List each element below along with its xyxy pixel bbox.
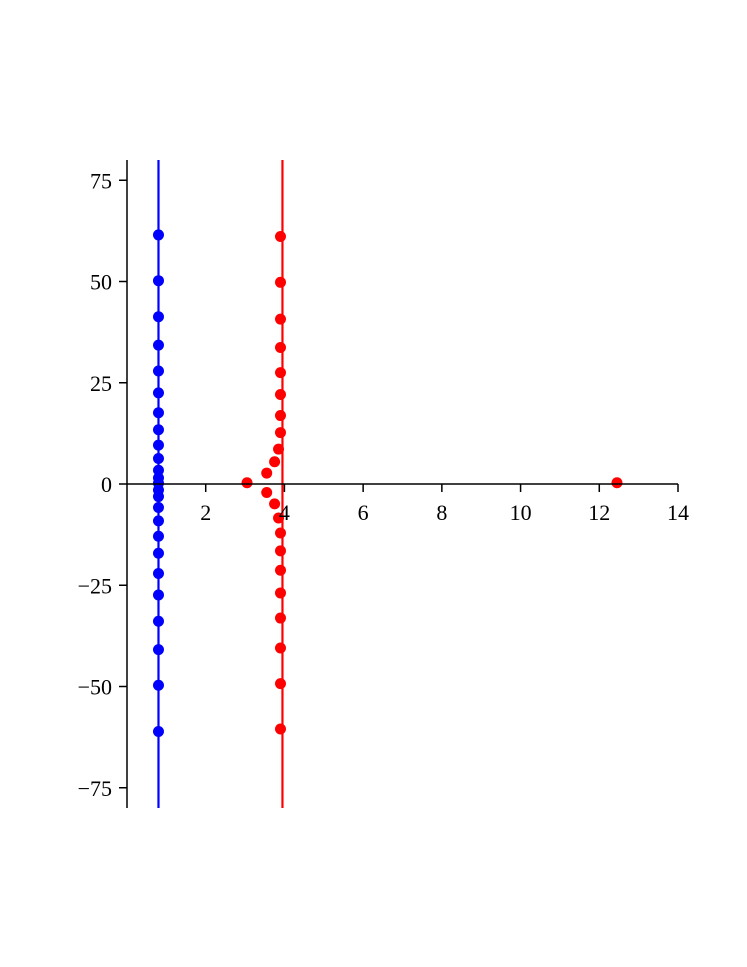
- series-1-point: [152, 589, 164, 601]
- y-tick-label: −75: [78, 776, 112, 801]
- series-1-point: [152, 547, 164, 559]
- series-1-point: [152, 515, 164, 527]
- series-2-point: [274, 231, 286, 243]
- series-1-point: [152, 311, 164, 323]
- series-2-point: [269, 456, 281, 468]
- series-1-point: [152, 275, 164, 287]
- series-1-point: [152, 339, 164, 351]
- series-1-point: [152, 568, 164, 580]
- y-tick-label: −50: [78, 675, 112, 700]
- series-2-point: [274, 276, 286, 288]
- series-1-point: [152, 615, 164, 627]
- y-tick-label: 50: [90, 270, 112, 295]
- x-tick-label: 14: [667, 500, 689, 525]
- series-1-point: [152, 229, 164, 241]
- x-tick-label: 2: [200, 500, 211, 525]
- series-2-point: [274, 313, 286, 325]
- series-2-point: [261, 467, 273, 479]
- series-2-point: [241, 477, 253, 489]
- ticks-layer: 2 4 6 8 10 12 14 −75 −50 −25 0 25 50 75: [78, 168, 689, 801]
- series-1-point: [152, 439, 164, 451]
- series-1-point: [152, 530, 164, 542]
- series-2-point: [273, 512, 285, 524]
- y-tick-label: −25: [78, 573, 112, 598]
- series-2-point: [274, 545, 286, 557]
- y-tick-label: 75: [90, 168, 112, 193]
- y-tick-label: 25: [90, 371, 112, 396]
- series-2-point: [274, 587, 286, 599]
- series-2-point: [273, 443, 285, 455]
- series-1-point: [152, 644, 164, 656]
- series-1-point: [152, 501, 164, 513]
- series-1-point: [152, 387, 164, 399]
- x-tick-label: 8: [436, 500, 447, 525]
- x-tick-label: 10: [510, 500, 532, 525]
- series-2-point: [261, 487, 273, 499]
- x-tick-label: 12: [588, 500, 610, 525]
- series-1-point: [152, 464, 164, 476]
- series-1-point: [152, 365, 164, 377]
- series-2-point: [611, 477, 623, 489]
- series-2-point: [274, 564, 286, 576]
- series-2-point: [274, 367, 286, 379]
- x-tick-label: 4: [279, 500, 290, 525]
- series-1-point: [152, 452, 164, 464]
- series-2-point: [269, 498, 281, 510]
- series-2-point: [274, 410, 286, 422]
- series-1-point: [152, 491, 164, 503]
- series-2-point: [274, 723, 286, 735]
- series-2-point: [274, 612, 286, 624]
- series-2-point: [274, 342, 286, 354]
- series-2-point: [274, 427, 286, 439]
- y-tick-label: 0: [101, 472, 112, 497]
- marks-layer: [152, 160, 623, 808]
- series-1-point: [152, 725, 164, 737]
- series-2-point: [274, 527, 286, 539]
- series-1-point: [152, 679, 164, 691]
- series-1-point: [152, 407, 164, 419]
- series-2-point: [274, 678, 286, 690]
- x-tick-label: 6: [358, 500, 369, 525]
- axes-layer: [126, 160, 678, 808]
- series-1-point: [152, 424, 164, 436]
- series-2-point: [274, 642, 286, 654]
- series-2-point: [274, 388, 286, 400]
